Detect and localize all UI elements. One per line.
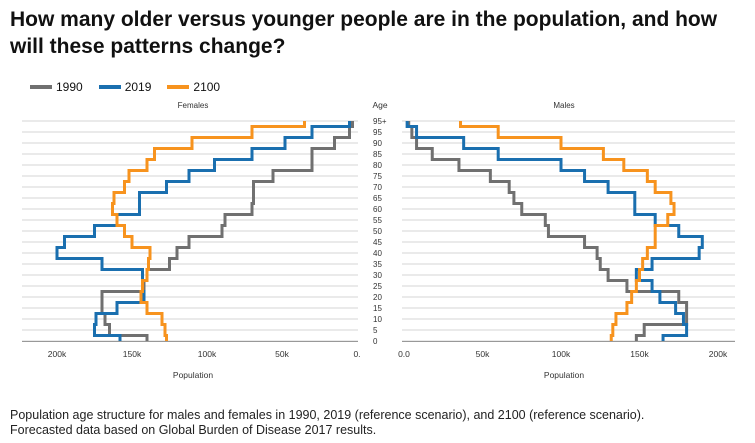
series-line-males-2100 [459, 121, 676, 341]
x-tick-label: 150k [123, 349, 142, 359]
x-tick-label: 0.0 [398, 349, 410, 359]
age-tick-label: 15 [373, 304, 382, 313]
age-tick-label: 90 [373, 139, 382, 148]
x-tick-label: 50k [476, 349, 490, 359]
males-x-axis-label: Population [544, 370, 584, 380]
legend: 1990 2019 2100 [30, 80, 220, 94]
age-tick-label: 0 [373, 337, 378, 346]
age-tick-label: 45 [373, 238, 382, 247]
age-tick-label: 60 [373, 205, 382, 214]
females-panel: Females Population [173, 101, 213, 380]
x-tick-label: 200k [709, 349, 728, 359]
age-tick-label: 5 [373, 326, 378, 335]
age-tick-label: 70 [373, 183, 382, 192]
x-tick-label: 100k [552, 349, 571, 359]
females-gridlines [22, 120, 358, 342]
caption-line-1: Population age structure for males and f… [10, 408, 645, 422]
caption-line-2: Forecasted data based on Global Burden o… [10, 423, 377, 437]
age-tick-labels: 0 5 10 15 20 25 30 35 40 45 50 55 60 65 70 75 80 85 90 95 95… [373, 117, 387, 346]
x-tick-label: 150k [630, 349, 649, 359]
age-tick-label: 35 [373, 260, 382, 269]
population-pyramid-chart: Females Population Males Population Age … [22, 100, 735, 380]
series-line-males-1990 [407, 121, 689, 341]
age-tick-label: 95 [373, 128, 382, 137]
males-subtitle: Males [553, 101, 574, 110]
males-series-lines [405, 121, 704, 341]
legend-item-2100[interactable]: 2100 [167, 80, 220, 94]
age-tick-label: 20 [373, 293, 382, 302]
males-gridlines [402, 120, 735, 342]
age-tick-label: 80 [373, 161, 382, 170]
legend-swatch-1990 [30, 85, 52, 89]
legend-label-1990: 1990 [56, 80, 83, 94]
legend-label-2019: 2019 [124, 80, 152, 94]
legend-label-2100: 2100 [193, 80, 221, 94]
series-line-females-1990 [100, 121, 354, 341]
legend-swatch-2019 [98, 85, 121, 89]
x-tick-label: 0. [353, 349, 360, 359]
age-tick-label: 65 [373, 194, 382, 203]
age-tick-label: 10 [373, 315, 382, 324]
legend-item-1990[interactable]: 1990 [30, 80, 83, 94]
males-panel: Males Population [544, 101, 584, 380]
legend-item-2019[interactable]: 2019 [98, 80, 152, 94]
females-subtitle: Females [178, 101, 209, 110]
series-line-males-2019 [405, 121, 704, 341]
caption: Population age structure for males and f… [10, 408, 750, 438]
females-series-lines [55, 121, 354, 341]
age-tick-label: 25 [373, 282, 382, 291]
legend-swatch-2100 [167, 85, 190, 89]
age-axis-header: Age [372, 100, 387, 110]
age-tick-label: 95+ [373, 117, 387, 126]
x-tick-label: 100k [198, 349, 217, 359]
males-x-tick-labels: 0.0 50k 100k 150k 200k [398, 349, 728, 359]
age-tick-label: 40 [373, 249, 382, 258]
chart-title: How many older versus younger people are… [10, 8, 718, 58]
females-x-tick-labels: 200k 150k 100k 50k 0. [48, 349, 361, 359]
females-x-axis-label: Population [173, 370, 213, 380]
series-line-females-2100 [111, 121, 306, 341]
age-tick-label: 30 [373, 271, 382, 280]
age-tick-label: 50 [373, 227, 382, 236]
x-tick-label: 50k [275, 349, 289, 359]
age-tick-label: 85 [373, 150, 382, 159]
x-tick-label: 200k [48, 349, 67, 359]
series-line-females-2019 [55, 121, 351, 341]
age-tick-label: 75 [373, 172, 382, 181]
age-tick-label: 55 [373, 216, 382, 225]
